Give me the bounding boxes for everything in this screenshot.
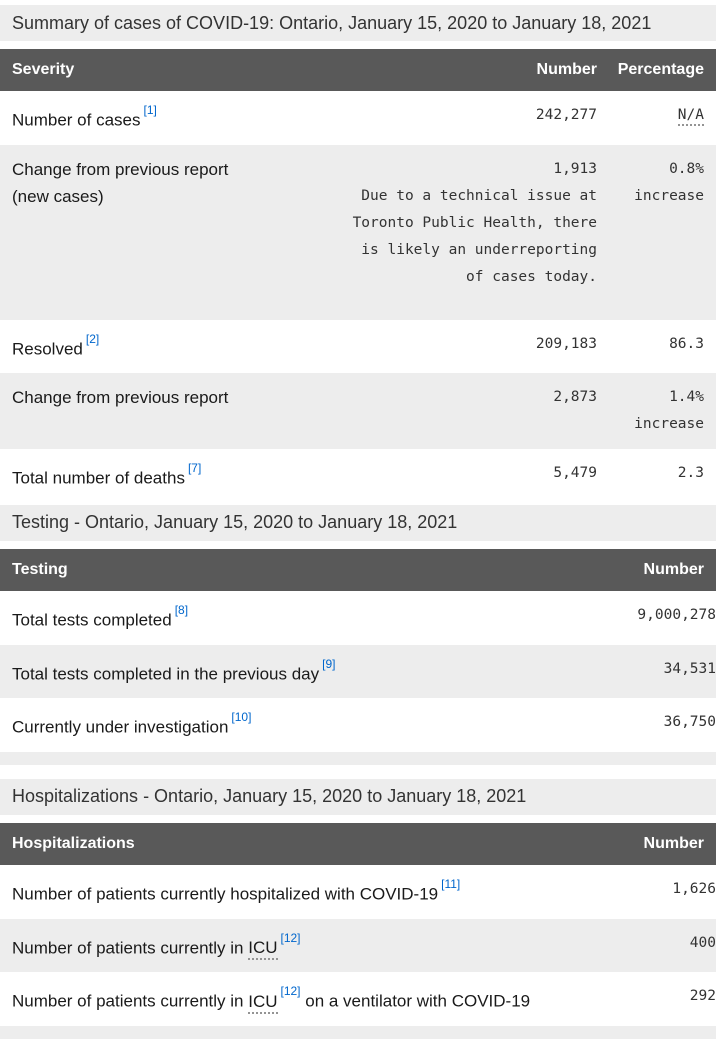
row-label: Number of cases	[12, 110, 141, 130]
percentage-value: 0.8%	[669, 160, 704, 177]
row-label: Number of patients currently in	[12, 938, 249, 958]
row-label: Total number of deaths	[12, 468, 185, 488]
icu-abbr: ICU	[248, 991, 278, 1014]
row-number-of-cases: Number of cases[1] 242,277 N/A	[0, 91, 716, 145]
label-cell: Total tests completed[8]	[0, 591, 585, 645]
number-value: 1,913	[553, 160, 597, 177]
row-label: Change from previous report (new cases)	[12, 159, 229, 206]
row-resolved: Resolved[2] 209,183 86.3	[0, 320, 716, 374]
footnote-link-11[interactable]: [11]	[441, 876, 461, 891]
footnote-link-9[interactable]: [9]	[322, 656, 336, 671]
footnote-link-12[interactable]: [12]	[280, 930, 301, 945]
icu-abbr: ICU	[248, 938, 278, 961]
hospitalizations-table: Hospitalizations Number Number of patien…	[0, 822, 716, 1039]
data-note: Due to a technical issue at Toronto Publ…	[352, 187, 597, 285]
row-label: Number of patients currently hospitalize…	[12, 884, 439, 904]
label-cell: Number of patients currently in ICU[12]	[0, 919, 585, 973]
footnote-link-8[interactable]: [8]	[174, 602, 189, 617]
footnote-link-7[interactable]: [7]	[187, 461, 202, 476]
row-label: Change from previous report	[12, 388, 229, 408]
empty-cell	[0, 1026, 716, 1039]
row-label: Total tests completed in the previous da…	[12, 664, 320, 684]
number-cell: 1,913 Due to a technical issue at Toront…	[255, 145, 597, 320]
row-change-resolved: Change from previous report 2,873 1.4% i…	[0, 373, 716, 450]
column-header-percentage: Percentage	[597, 49, 716, 91]
row-hospitalized: Number of patients currently hospitalize…	[0, 865, 716, 919]
label-cell: Currently under investigation[10]	[0, 698, 585, 752]
severity-table: Severity Number Percentage Number of cas…	[0, 49, 716, 503]
testing-section: Testing - Ontario, January 15, 2020 to J…	[0, 504, 716, 765]
number-cell: 34,531	[663, 660, 716, 677]
column-header-testing: Testing	[0, 548, 585, 591]
row-change-new-cases: Change from previous report (new cases) …	[0, 144, 716, 320]
row-label: Total tests completed	[12, 610, 172, 630]
row-icu-ventilator: Number of patients currently in ICU[12] …	[0, 972, 716, 1026]
row-label-suffix: on a ventilator with COVID-19	[300, 991, 531, 1011]
row-total-tests: Total tests completed[8] 9,000,278	[0, 591, 716, 645]
column-header-severity: Severity	[0, 49, 255, 91]
row-icu: Number of patients currently in ICU[12] …	[0, 918, 716, 973]
label-cell: Number of cases[1]	[0, 91, 255, 145]
label-cell: Number of patients currently in ICU[12] …	[0, 972, 585, 1026]
label-cell: Resolved[2]	[0, 320, 255, 374]
percentage-cell: 86.3	[669, 335, 704, 352]
table-header-row: Hospitalizations Number	[0, 822, 716, 865]
percentage-cell: 0.8% increase	[597, 145, 716, 320]
column-header-number: Number	[585, 548, 716, 591]
row-total-deaths: Total number of deaths[7] 5,479 2.3	[0, 449, 716, 503]
number-cell: 242,277	[535, 107, 597, 123]
spacer-row	[0, 1025, 716, 1039]
number-cell: 36,750	[663, 714, 716, 731]
summary-section-title: Summary of cases of COVID-19: Ontario, J…	[0, 5, 716, 41]
number-cell: 9,000,278	[637, 606, 716, 623]
percentage-cell: N/A	[597, 91, 716, 145]
row-label: Resolved	[12, 339, 83, 359]
row-under-investigation: Currently under investigation[10] 36,750	[0, 698, 716, 752]
spacer-row	[0, 751, 716, 765]
label-cell: Change from previous report	[0, 373, 255, 449]
column-header-number: Number	[585, 822, 716, 865]
number-cell: 2,873	[553, 389, 597, 406]
summary-section: Summary of cases of COVID-19: Ontario, J…	[0, 5, 716, 503]
table-header-row: Testing Number	[0, 548, 716, 591]
number-cell: 292	[689, 988, 716, 1005]
percentage-direction: increase	[634, 187, 704, 204]
number-cell: 5,479	[553, 465, 597, 482]
na-abbr: N/A	[677, 107, 704, 126]
footnote-link-10[interactable]: [10]	[231, 710, 252, 725]
percentage-cell: 1.4% increase	[597, 373, 716, 449]
testing-table: Testing Number Total tests completed[8] …	[0, 548, 716, 765]
number-cell: 1,626	[672, 880, 716, 897]
footnote-link-1[interactable]: [1]	[143, 103, 157, 117]
table-header-row: Severity Number Percentage	[0, 49, 716, 91]
label-cell: Number of patients currently hospitalize…	[0, 865, 585, 919]
footnote-link-2[interactable]: [2]	[85, 331, 100, 346]
row-label: Number of patients currently in	[12, 991, 249, 1011]
column-header-number: Number	[255, 49, 597, 91]
number-cell: 400	[689, 934, 716, 951]
column-header-hospitalizations: Hospitalizations	[0, 822, 585, 865]
row-tests-previous-day: Total tests completed in the previous da…	[0, 644, 716, 699]
percentage-value: 1.4%	[669, 389, 704, 406]
testing-section-title: Testing - Ontario, January 15, 2020 to J…	[0, 504, 716, 541]
number-cell: 209,183	[535, 335, 597, 352]
label-cell: Total number of deaths[7]	[0, 449, 255, 503]
label-cell: Change from previous report (new cases)	[0, 145, 255, 320]
hospitalizations-section-title: Hospitalizations - Ontario, January 15, …	[0, 778, 716, 815]
hospitalizations-section: Hospitalizations - Ontario, January 15, …	[0, 778, 716, 1039]
footnote-link-12[interactable]: [12]	[280, 984, 301, 999]
empty-cell	[0, 752, 716, 765]
label-cell: Total tests completed in the previous da…	[0, 645, 585, 699]
percentage-direction: increase	[634, 416, 704, 433]
percentage-cell: 2.3	[677, 465, 704, 482]
row-label: Currently under investigation	[12, 717, 229, 737]
